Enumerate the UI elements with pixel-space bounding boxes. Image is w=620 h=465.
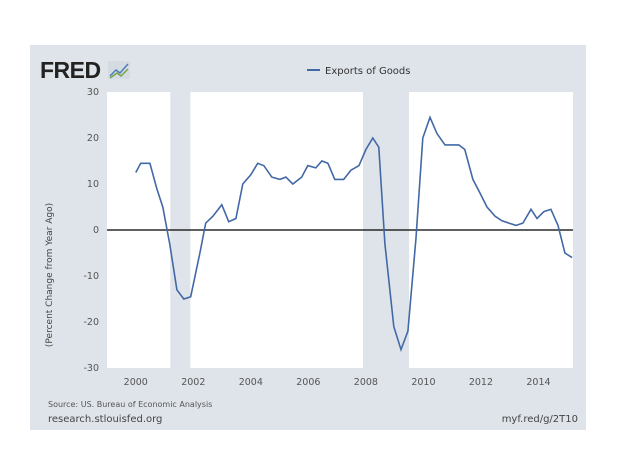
x-tick-label: 2006 bbox=[296, 377, 320, 388]
y-axis-label: (Percent Change from Year Ago) bbox=[45, 203, 55, 347]
x-tick-label: 2004 bbox=[239, 377, 263, 388]
y-tick-label: -10 bbox=[83, 271, 99, 282]
x-tick-label: 2008 bbox=[354, 377, 378, 388]
y-tick-label: 10 bbox=[87, 179, 99, 190]
short-url-link[interactable]: myf.red/g/2T10 bbox=[502, 414, 578, 425]
source-note: Source: US. Bureau of Economic Analysis bbox=[48, 400, 212, 409]
y-tick-label: -20 bbox=[83, 317, 99, 328]
series-line-exports-of-goods bbox=[135, 115, 573, 353]
y-tick-label: 30 bbox=[87, 87, 99, 98]
x-tick-label: 2000 bbox=[124, 377, 148, 388]
site-link[interactable]: research.stlouisfed.org bbox=[48, 414, 162, 425]
fred-logo: FRED bbox=[40, 57, 101, 83]
y-tick-label: 0 bbox=[93, 225, 99, 236]
x-tick-label: 2002 bbox=[181, 377, 205, 388]
x-tick-label: 2012 bbox=[469, 377, 493, 388]
x-tick-label: 2014 bbox=[526, 377, 550, 388]
chart-panel: FRED Exports of Goods 30 20 10 0 -10 -20 -30 2… bbox=[30, 45, 586, 430]
x-tick-label: 2010 bbox=[411, 377, 435, 388]
y-tick-label: -30 bbox=[83, 363, 99, 374]
legend-label: Exports of Goods bbox=[325, 66, 410, 77]
fred-logo-icon bbox=[108, 61, 130, 79]
y-tick-label: 20 bbox=[87, 133, 99, 144]
